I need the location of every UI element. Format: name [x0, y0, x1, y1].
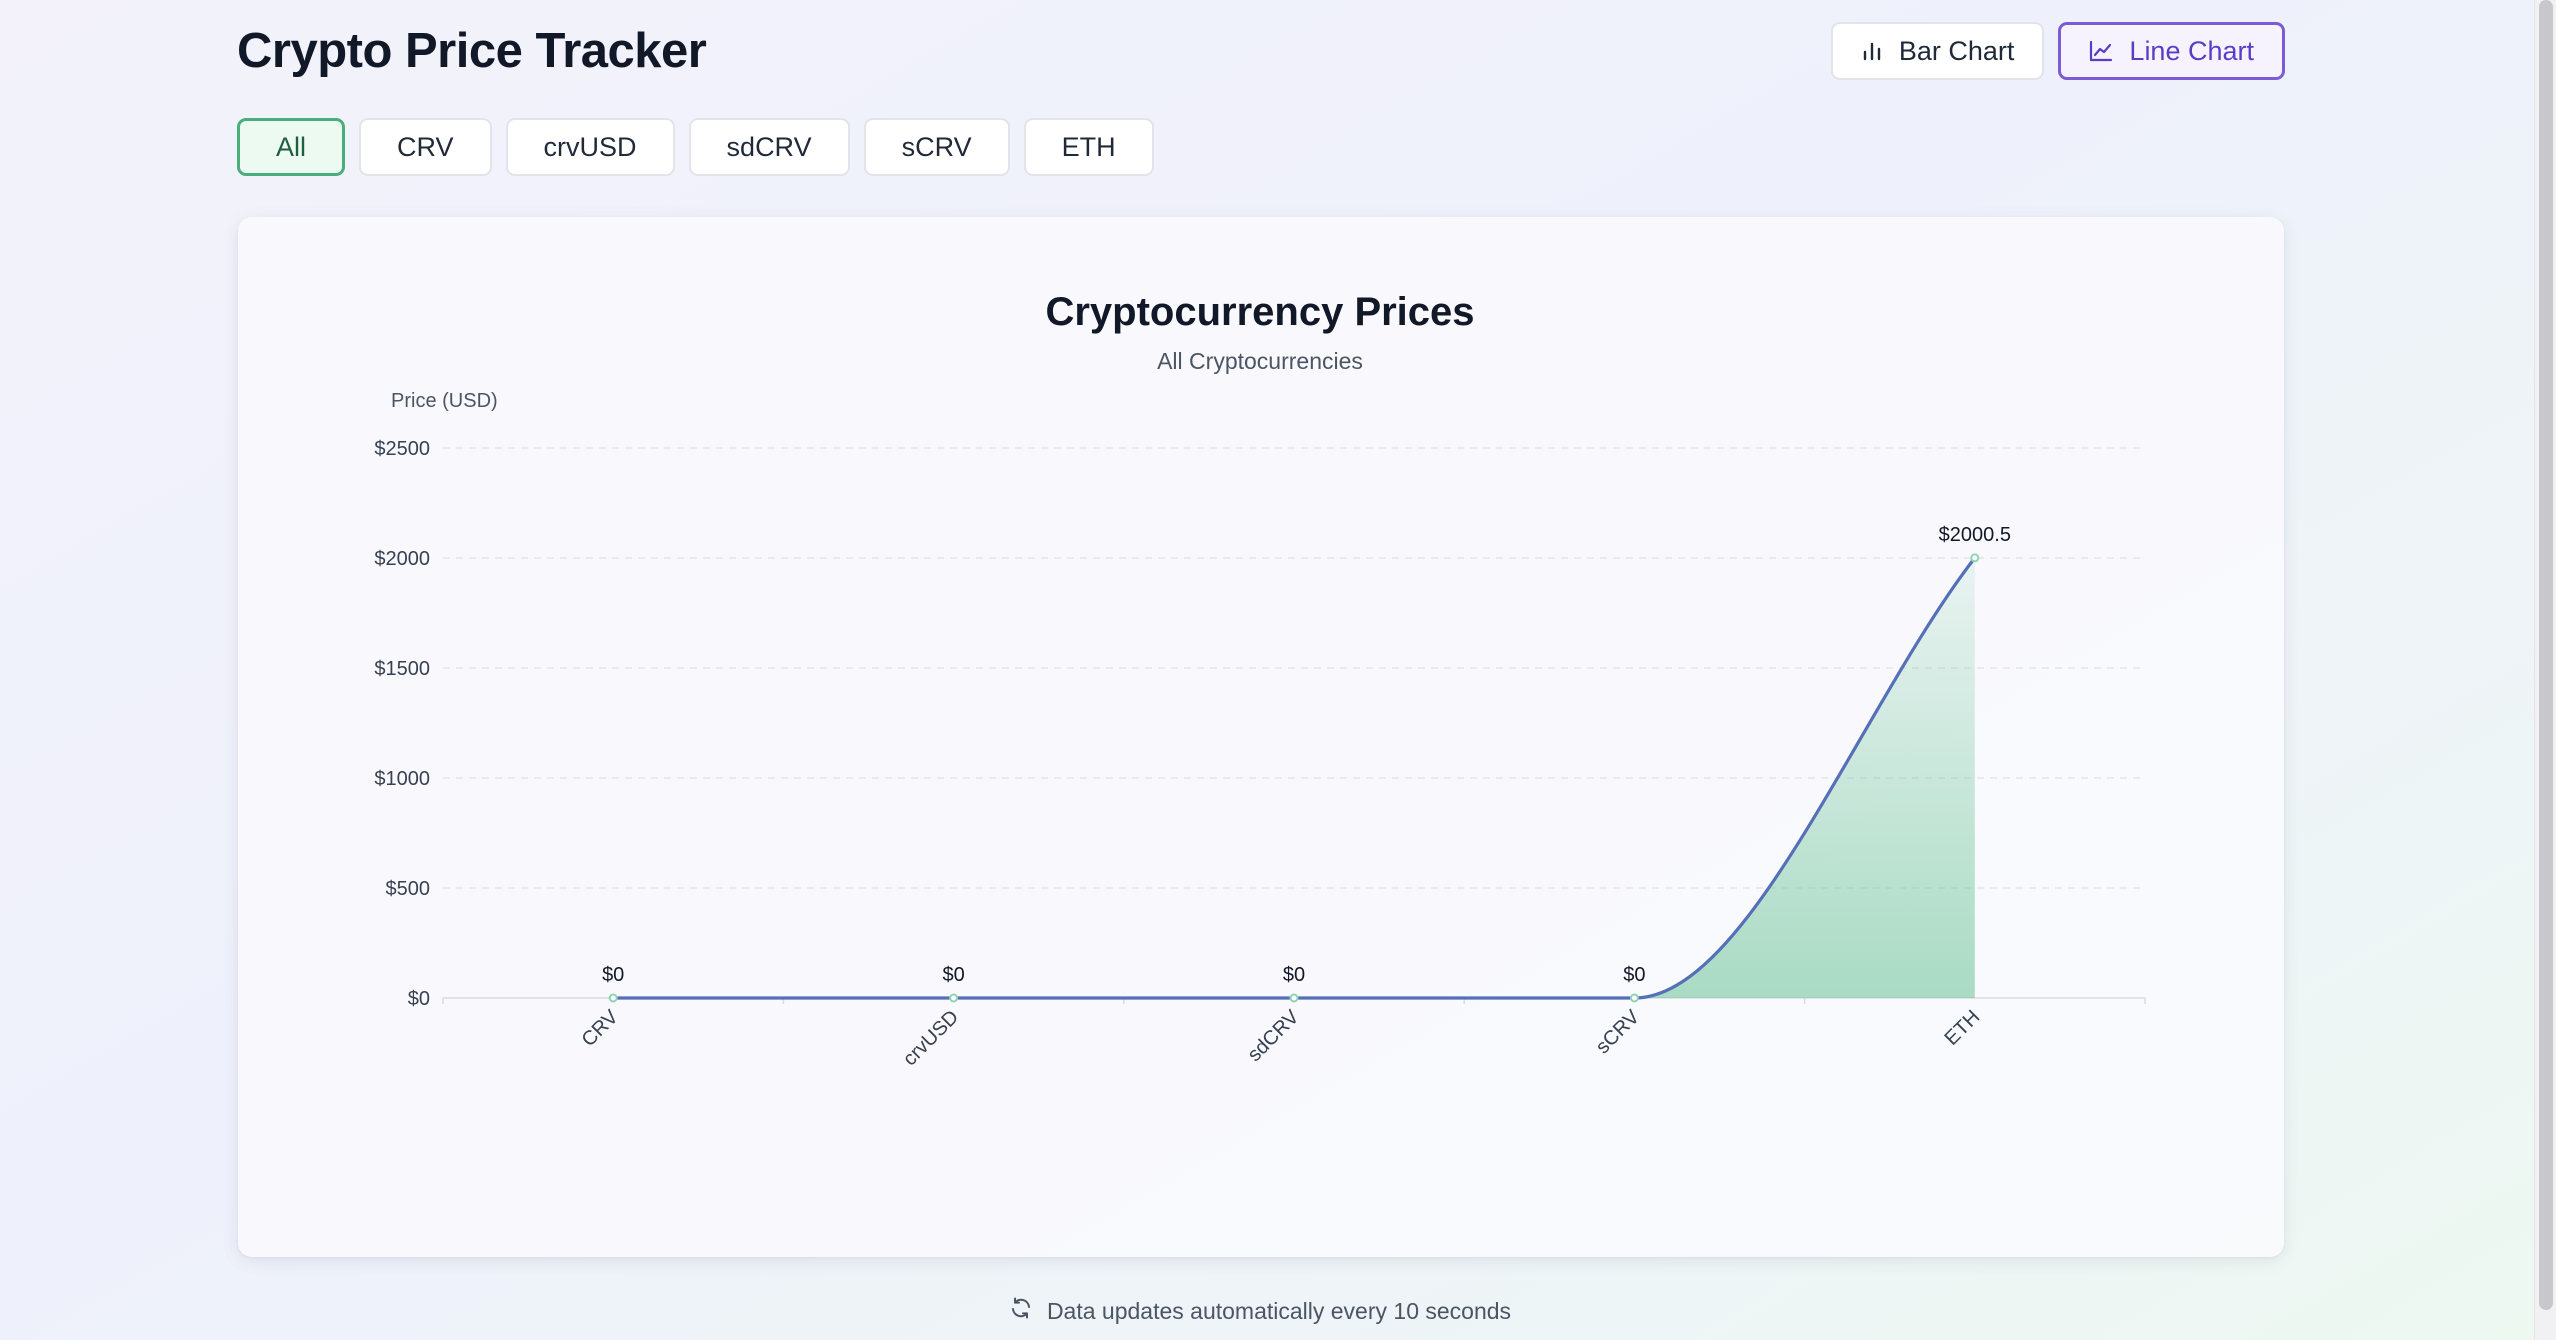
bar-chart-label: Bar Chart — [1898, 35, 2015, 66]
data-label: $0 — [602, 964, 624, 986]
data-label: $0 — [942, 964, 964, 986]
data-label: $0 — [1623, 964, 1645, 986]
line-chart-icon — [2089, 40, 2113, 62]
y-tick-label: $1500 — [374, 658, 430, 680]
data-point — [949, 993, 959, 1003]
scrollbar-thumb[interactable] — [2539, 0, 2553, 1310]
x-tick-label: ETH — [1940, 1006, 1984, 1050]
page-title: Crypto Price Tracker — [237, 24, 707, 78]
filter-eth[interactable]: ETH — [1023, 118, 1154, 176]
y-axis-label: Price (USD) — [391, 390, 498, 412]
x-tick-label: sdCRV — [1243, 1006, 1304, 1067]
footer: Data updates automatically every 10 seco… — [0, 1296, 2520, 1326]
y-tick-label: $2000 — [374, 548, 430, 570]
data-label: $2000.5 — [1939, 524, 2011, 546]
y-tick-label: $0 — [408, 988, 430, 1010]
y-tick-label: $500 — [386, 878, 431, 900]
line-chart-label: Line Chart — [2129, 35, 2254, 66]
filter-crv[interactable]: CRV — [359, 118, 492, 176]
data-point — [1289, 993, 1299, 1003]
filter-all[interactable]: All — [237, 118, 346, 176]
bar-chart-icon — [1861, 40, 1883, 62]
data-point — [1629, 993, 1639, 1003]
scrollbar[interactable] — [2534, 0, 2556, 1340]
bar-chart-button[interactable]: Bar Chart — [1830, 22, 2045, 80]
data-point — [1970, 553, 1980, 563]
filter-sdcrv[interactable]: sdCRV — [688, 118, 850, 176]
chart-subtitle: All Cryptocurrencies — [1157, 348, 1363, 374]
refresh-icon — [1009, 1296, 1033, 1326]
line-chart-button[interactable]: Line Chart — [2058, 22, 2285, 80]
filter-crvusd[interactable]: crvUSD — [505, 118, 675, 176]
header: Crypto Price Tracker Bar Chart Line Char… — [237, 22, 2285, 80]
series-area — [613, 557, 1975, 998]
footer-text: Data updates automatically every 10 seco… — [1046, 1297, 1512, 1324]
y-tick-label: $2500 — [374, 438, 430, 460]
x-tick-label: sCRV — [1592, 1006, 1645, 1059]
series-line — [613, 556, 1977, 1000]
data-point — [608, 993, 618, 1003]
chart-title: Cryptocurrency Prices — [1045, 290, 1475, 334]
x-tick-label: CRV — [578, 1006, 624, 1052]
data-label: $0 — [1283, 964, 1305, 986]
view-toggle: Bar Chart Line Chart — [1830, 22, 2285, 80]
filter-scrv[interactable]: sCRV — [863, 118, 1010, 176]
x-tick-label: crvUSD — [899, 1006, 963, 1070]
crypto-filter-bar: All CRV crvUSD sdCRV sCRV ETH — [237, 118, 1154, 176]
y-tick-label: $1000 — [374, 768, 430, 790]
